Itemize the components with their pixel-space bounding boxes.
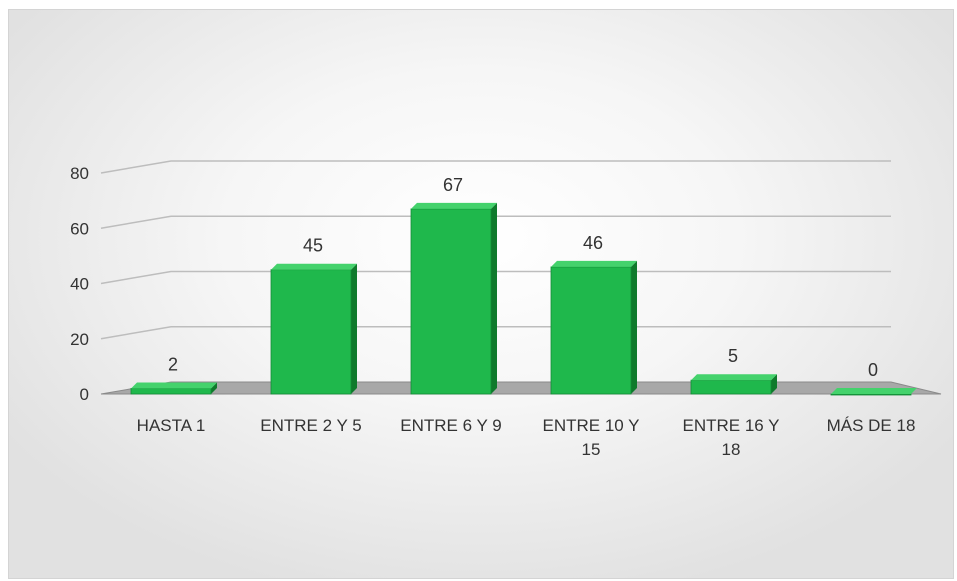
bar-top bbox=[411, 202, 497, 209]
bar bbox=[830, 393, 912, 396]
data-label: 46 bbox=[583, 233, 603, 253]
bar-chart-3d: 0 20 40 60 80 2 HASTA 1 45 ENTRE 2 Y 5 67 ENTRE 6 … bbox=[70, 160, 942, 459]
data-label: 5 bbox=[728, 346, 738, 366]
y-tick-label: 80 bbox=[70, 164, 89, 183]
x-tick-label: MÁS DE 18 bbox=[827, 416, 916, 435]
bar bbox=[130, 388, 212, 395]
bar-top bbox=[271, 263, 357, 270]
y-tick-label: 40 bbox=[70, 275, 89, 294]
bar-side bbox=[771, 374, 777, 394]
gridline bbox=[100, 270, 891, 285]
bar-side bbox=[351, 263, 357, 394]
bar bbox=[550, 266, 632, 395]
bar bbox=[270, 269, 352, 395]
y-tick-label: 60 bbox=[70, 219, 89, 238]
bar bbox=[410, 208, 492, 395]
gridline bbox=[100, 160, 891, 174]
bar-side bbox=[211, 382, 217, 394]
chart-floor bbox=[100, 381, 942, 395]
bar-top bbox=[131, 382, 217, 389]
data-label: 67 bbox=[443, 175, 463, 195]
x-tick-label: ENTRE 6 Y 9 bbox=[400, 416, 501, 435]
bar-side bbox=[631, 260, 637, 394]
chart-area: 0 20 40 60 80 2 HASTA 1 45 ENTRE 2 Y 5 67 ENTRE 6 … bbox=[8, 9, 954, 579]
gridline bbox=[100, 326, 891, 340]
data-label: 0 bbox=[868, 360, 878, 380]
bar-top bbox=[831, 388, 917, 394]
x-tick-label: ENTRE 2 Y 5 bbox=[260, 416, 361, 435]
bar-top bbox=[691, 374, 777, 381]
x-tick-label: 18 bbox=[722, 440, 741, 459]
x-tick-label: ENTRE 10 Y bbox=[542, 416, 639, 435]
y-tick-label: 20 bbox=[70, 330, 89, 349]
y-tick-label: 0 bbox=[80, 385, 89, 404]
x-tick-label: 15 bbox=[582, 440, 601, 459]
bar-top bbox=[551, 260, 637, 267]
data-label: 2 bbox=[168, 354, 178, 374]
bar bbox=[690, 379, 772, 395]
data-label: 45 bbox=[303, 236, 323, 256]
x-tick-label: HASTA 1 bbox=[137, 416, 206, 435]
gridline bbox=[100, 215, 891, 229]
x-tick-label: ENTRE 16 Y bbox=[682, 416, 779, 435]
bar-side bbox=[491, 202, 497, 394]
